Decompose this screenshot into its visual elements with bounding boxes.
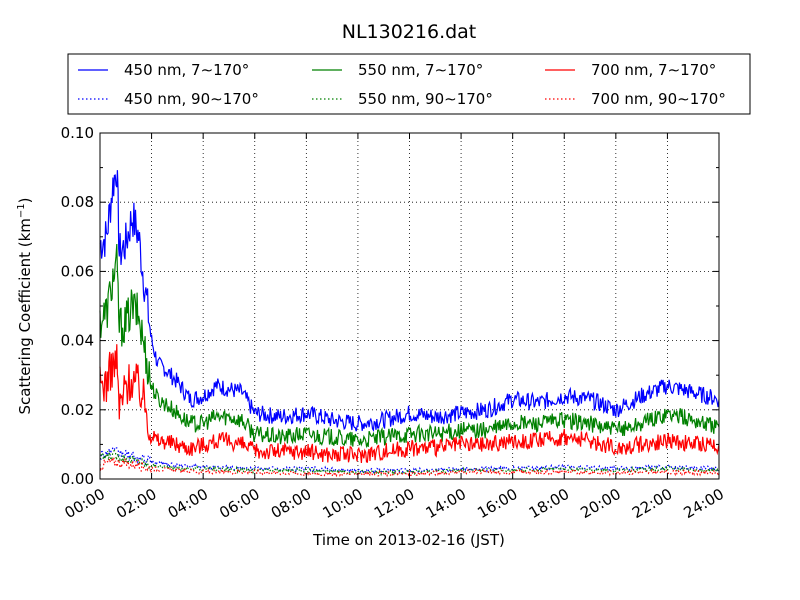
y-axis-label-end: ) [16, 197, 34, 203]
legend-label-6: 700 nm, 90∼170° [591, 90, 726, 108]
legend-label-5: 550 nm, 90∼170° [358, 90, 493, 108]
y-tick-label: 0.02 [61, 401, 94, 419]
y-axis-label-exponent: −1 [16, 203, 27, 218]
series-line-6 [99, 455, 720, 478]
y-tick-label: 0.08 [61, 193, 94, 211]
x-axis-label: Time on 2013-02-16 (JST) [312, 531, 505, 549]
y-tick-label: 0.00 [61, 470, 94, 488]
y-tick-label: 0.10 [61, 124, 94, 142]
legend-label-2: 550 nm, 7∼170° [358, 61, 483, 79]
y-axis-label-main: Scattering Coefficient (km [16, 218, 34, 414]
legend: 450 nm, 7∼170° 550 nm, 7∼170° 700 nm, 7∼17… [67, 53, 751, 115]
series-line-3 [99, 344, 720, 463]
y-tick-label: 0.06 [61, 262, 94, 280]
series-line-1 [99, 170, 720, 433]
series-line-2 [99, 243, 720, 449]
y-tick-label: 0.04 [61, 332, 94, 350]
legend-label-3: 700 nm, 7∼170° [591, 61, 716, 79]
chart-title: NL130216.dat [342, 21, 477, 43]
legend-label-4: 450 nm, 90∼170° [124, 90, 259, 108]
legend-box [67, 53, 751, 115]
series-line-5 [99, 449, 720, 477]
y-axis-label: Scattering Coefficient (km−1) [16, 197, 34, 414]
series-line-4 [99, 445, 720, 475]
series-layer [99, 170, 720, 478]
legend-label-1: 450 nm, 7∼170° [124, 61, 249, 79]
